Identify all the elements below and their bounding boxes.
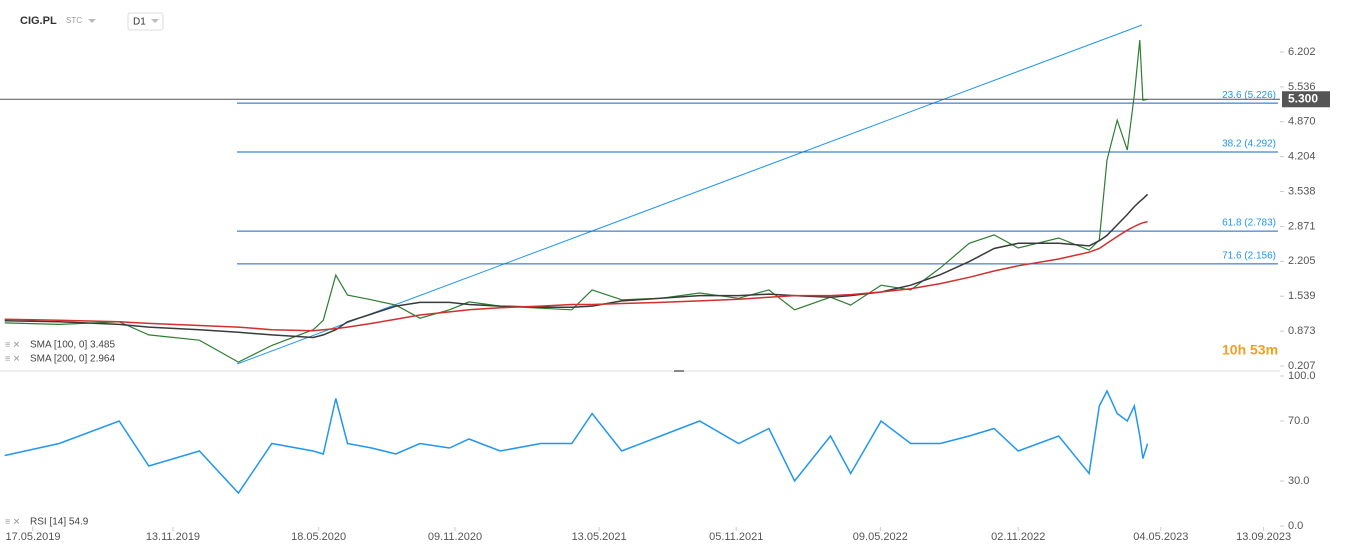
legend-icon: ≡ ✕ (5, 353, 20, 363)
countdown: 10h 53m (1222, 342, 1278, 358)
fibonacci-label: 71.6 (2.156) (1222, 251, 1276, 262)
dropdown-arrow[interactable] (88, 19, 96, 23)
indicator-line (4, 220, 1148, 332)
x-tick-label: 13.11.2019 (146, 531, 200, 543)
x-tick-label: 09.05.2022 (853, 531, 908, 543)
legend-entry: SMA [200, 0] 2.964 (30, 354, 115, 365)
x-tick-label: 13.09.2023 (1236, 531, 1291, 543)
legend-icon: ≡ ✕ (5, 339, 20, 349)
x-tick-label: 02.11.2022 (991, 531, 1045, 543)
symbol: CIG.PL (20, 15, 57, 27)
fibonacci-label: 23.6 (5.226) (1222, 90, 1276, 101)
y-tick-label: 100.0 (1288, 370, 1316, 382)
legend-entry: SMA [100, 0] 3.485 (30, 340, 115, 351)
last-price-label: 5.300 (1288, 91, 1318, 105)
x-tick-label: 17.05.2019 (5, 531, 60, 543)
y-tick-label: 0.0 (1288, 520, 1303, 532)
y-tick-label: 4.870 (1288, 116, 1316, 128)
y-tick-label: 2.871 (1288, 220, 1316, 232)
indicator-line (4, 193, 1149, 339)
y-tick-label: 6.202 (1288, 46, 1316, 58)
y-tick-label: 70.0 (1288, 415, 1309, 427)
x-tick-label: 09.11.2020 (428, 531, 482, 543)
y-tick-label: 3.538 (1288, 185, 1316, 197)
y-tick-label: 1.539 (1288, 290, 1316, 302)
x-tick-label: 13.05.2021 (572, 531, 627, 543)
x-tick-label: 04.05.2023 (1133, 531, 1188, 543)
y-tick-label: 0.207 (1288, 360, 1316, 372)
trend-line[interactable] (236, 24, 1143, 365)
y-tick-label: 0.873 (1288, 325, 1316, 337)
y-tick-label: 2.205 (1288, 255, 1316, 267)
x-tick-label: 05.11.2021 (709, 531, 763, 543)
dropdown-arrow[interactable] (151, 19, 159, 23)
y-tick-label: 30.0 (1288, 475, 1309, 487)
x-tick-label: 18.05.2020 (291, 531, 346, 543)
market[interactable]: STC (66, 16, 82, 25)
y-tick-label: 5.536 (1288, 81, 1316, 93)
interval[interactable]: D1 (133, 17, 146, 28)
last-price-box (1282, 91, 1330, 108)
fibonacci-label: 61.8 (2.783) (1222, 218, 1276, 229)
fibonacci-label: 38.2 (4.292) (1222, 139, 1276, 150)
indicator-line (4, 389, 1149, 495)
interval-select[interactable] (127, 12, 164, 31)
legend-icon: ≡ ✕ (5, 516, 20, 526)
legend-entry: RSI [14] 54.9 (30, 517, 89, 528)
y-tick-label: 4.204 (1288, 151, 1316, 163)
